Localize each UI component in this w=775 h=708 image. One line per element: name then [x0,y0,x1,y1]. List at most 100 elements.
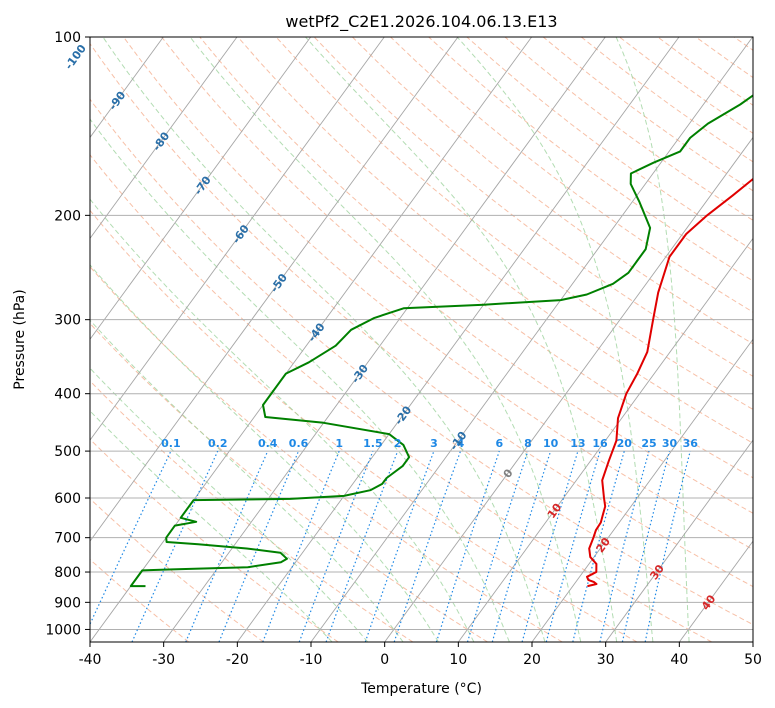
y-tick-label: 300 [54,313,81,329]
dry-adiabat [90,438,339,642]
isotherm-line [678,540,753,642]
mixing-ratio-label: 13 [570,437,585,450]
mixing-ratio-label: 16 [592,437,608,450]
isotherm-label: -60 [230,222,252,246]
moist-adiabat [90,264,439,642]
dry-adiabat [199,37,753,479]
dry-adiabat [619,37,753,134]
x-tick-label: -20 [226,652,249,668]
isotherm-line [90,37,312,341]
mixing-ratio-label: 0.2 [208,437,228,450]
dry-adiabat [90,42,753,588]
isotherm-label: -10 [447,429,469,453]
moist-adiabat [90,410,333,642]
dry-adiabat [733,37,753,51]
isotherm-line [90,37,385,441]
plot-frame [89,36,754,643]
x-tick-label: -30 [152,652,175,668]
y-tick-label: 900 [54,595,81,611]
mixing-ratio-line [572,450,625,642]
y-tick-label: 200 [54,208,81,224]
dry-adiabat [90,98,753,626]
background-lines [90,37,753,642]
y-axis: 100 200 300 400 500 600 700 800 900 1000 [45,30,90,638]
moist-adiabat [189,37,582,642]
dry-adiabat [123,37,753,551]
mixing-ratio-line [218,450,300,642]
plot-area: 0.1 0.2 0.4 0.6 1 1.5 2 3 4 6 8 10 13 16 20 25 30 36-100-… [62,36,754,643]
isotherm-line [457,237,753,642]
dry-adiabat [542,37,753,192]
y-tick-label: 100 [54,30,81,46]
mixing-ratio-label: 0.4 [258,437,278,450]
dry-adiabat [90,209,638,642]
x-tick-label: 40 [670,652,688,668]
isotherm-line [384,136,753,642]
dry-adiabat [695,37,753,79]
isotherm-label: 40 [699,592,719,612]
dry-adiabat [161,37,753,514]
mixing-ratio-label: 0.1 [161,437,181,450]
isotherm-line [90,37,533,642]
mixing-ratio-line [185,450,269,642]
mixing-ratio-line [364,450,435,642]
mixing-ratio-line [325,450,399,642]
mixing-ratio-line [262,450,340,642]
y-tick-label: 400 [54,387,81,403]
mixing-ratio-line [545,450,601,642]
x-tick-label: 10 [449,652,467,668]
mixing-ratio-line [298,450,374,642]
isotherm-label: 10 [545,501,565,521]
mixing-ratio-line [599,450,650,642]
chart-title: wetPf2_C2E1.2026.104.06.13.E13 [285,12,557,32]
mixing-ratio-line [491,450,552,642]
dry-adiabat [352,37,753,345]
temperature-profile [586,177,753,588]
moist-adiabat [90,367,369,642]
isotherm-label: -70 [192,173,214,197]
y-axis-label: Pressure (hPa) [12,289,28,389]
mixing-ratio-label: 0.6 [289,437,309,450]
mixing-ratio-label: 8 [524,437,532,450]
isotherm-line [605,439,753,642]
moist-adiabat [456,37,654,642]
mixing-ratio-label: 2 [394,437,402,450]
mixing-ratio-line [621,450,671,642]
mixing-ratio-line [90,450,172,626]
isotherm-line [236,37,680,642]
moist-adiabat [90,118,510,642]
isotherm-line [90,37,459,542]
moist-adiabat [90,198,475,642]
dry-adiabat [275,37,753,411]
moist-adiabat [305,37,618,642]
mixing-ratio-label: 1.5 [363,437,383,450]
dry-adiabat [313,37,753,377]
y-tick-label: 1000 [45,622,81,638]
isotherm-line [752,641,753,642]
isotherm-label: -30 [349,362,371,386]
y-tick-label: 700 [54,531,81,547]
y-tick-label: 800 [54,565,81,581]
dry-adiabat [657,37,753,106]
isotherm-line [163,37,606,642]
dry-adiabat [90,498,264,642]
isotherm-label: -20 [392,403,414,427]
mixing-ratio-label: 3 [430,437,438,450]
x-axis-label: Temperature (°C) [360,681,482,697]
dry-adiabat [90,558,190,642]
mixing-ratio-label: 6 [496,437,504,450]
x-tick-label: -10 [300,652,323,668]
dry-adiabat [504,37,753,221]
x-tick-label: -40 [79,652,102,668]
isotherm-line [531,338,753,642]
isotherm-label: -100 [62,42,89,72]
x-tick-label: 20 [523,652,541,668]
mixing-ratio-line [393,450,462,642]
x-tick-label: 50 [744,652,762,668]
mixing-ratio-line [466,450,529,642]
dry-adiabat [90,153,712,642]
isotherm-label: -80 [150,129,172,153]
x-tick-label: 30 [597,652,615,668]
y-tick-label: 600 [54,491,81,507]
isotherm-line [310,37,753,642]
